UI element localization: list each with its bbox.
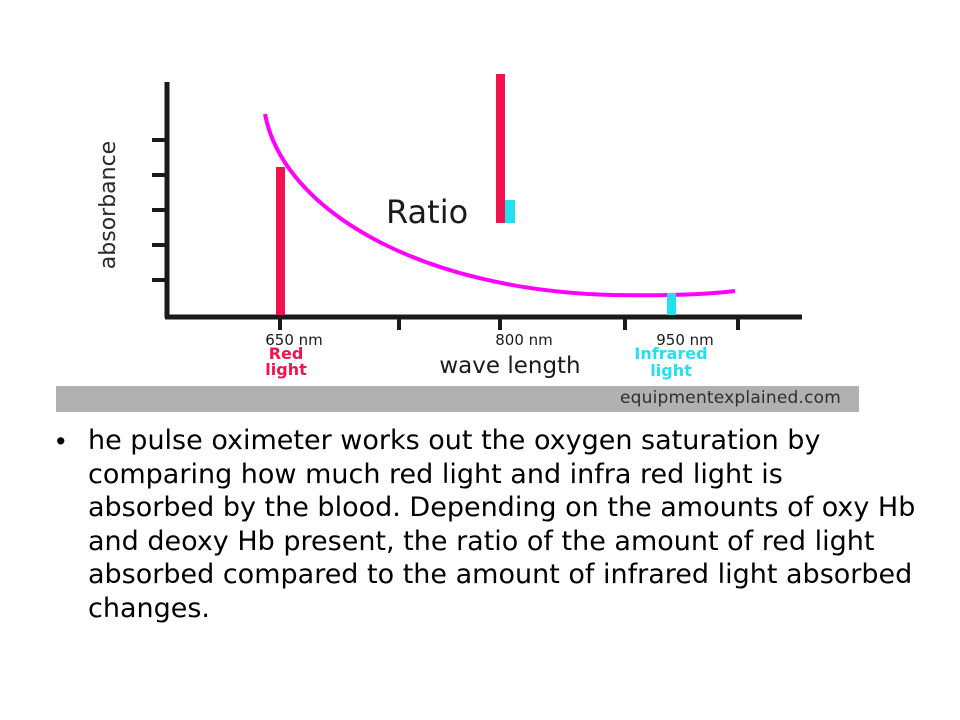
red-light-bar-650 xyxy=(276,167,285,315)
absorbance-curve xyxy=(263,113,736,298)
credit-text: equipmentexplained.com xyxy=(619,388,841,408)
bullet-marker: • xyxy=(56,426,66,456)
x-axis-ticks xyxy=(278,317,740,330)
infrared-light-label-line1: Infrared xyxy=(634,344,707,363)
ratio-infrared-bar xyxy=(505,200,515,223)
credit-strip: equipmentexplained.com xyxy=(56,386,859,412)
absorbance-diagram: absorbance Ratio 650 nm 800 nm 950 nm Re… xyxy=(96,74,802,380)
bullet-point: • he pulse oximeter works out the oxygen… xyxy=(56,424,916,625)
x-axis-label: wave length xyxy=(439,353,580,379)
red-light-label-line1: Red xyxy=(269,344,304,363)
tick-label-950: 950 nm xyxy=(656,331,714,349)
infrared-light-label-line2: light xyxy=(650,361,692,380)
tick-label-650: 650 nm xyxy=(265,331,323,349)
tick-label-800: 800 nm xyxy=(495,331,553,349)
ratio-label: Ratio xyxy=(386,193,468,231)
y-axis-label: absorbance xyxy=(96,141,121,269)
bullet-text: he pulse oximeter works out the oxygen s… xyxy=(88,425,916,624)
ratio-red-bar xyxy=(496,74,505,223)
infrared-light-bar-950 xyxy=(667,293,676,315)
y-axis-ticks xyxy=(152,138,167,282)
red-light-label-line2: light xyxy=(265,360,307,379)
